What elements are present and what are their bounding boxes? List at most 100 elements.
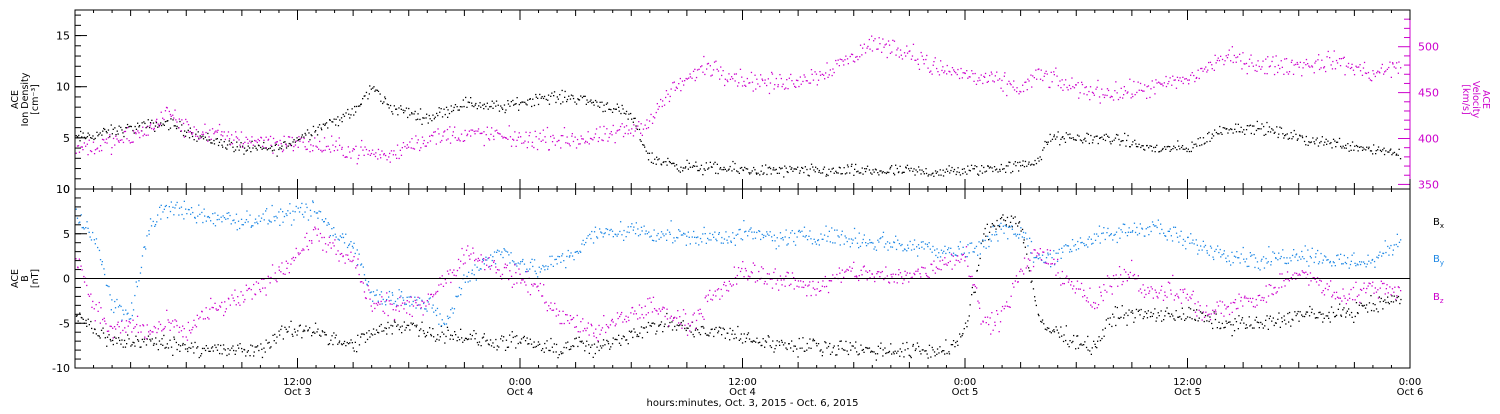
data-point xyxy=(582,138,584,140)
data-point xyxy=(128,320,130,323)
data-point xyxy=(1155,320,1157,322)
data-point xyxy=(487,108,489,110)
data-point xyxy=(664,323,666,325)
data-point xyxy=(873,40,875,42)
data-point xyxy=(1258,65,1260,68)
data-point xyxy=(1032,75,1034,77)
data-point xyxy=(195,222,198,224)
data-point xyxy=(211,346,214,348)
data-point xyxy=(1252,65,1254,67)
data-point xyxy=(87,293,89,296)
data-point xyxy=(1359,261,1361,263)
data-point xyxy=(204,215,206,217)
data-point xyxy=(1075,139,1077,141)
data-point xyxy=(296,334,298,336)
data-point xyxy=(891,246,894,248)
data-point xyxy=(1235,131,1238,133)
data-point xyxy=(707,62,710,65)
data-point xyxy=(250,289,252,291)
data-point xyxy=(312,200,314,202)
data-point xyxy=(197,135,199,138)
data-point xyxy=(337,250,339,252)
data-point xyxy=(858,353,860,355)
data-point xyxy=(162,328,164,331)
data-point xyxy=(985,170,988,172)
data-point xyxy=(1193,309,1195,311)
data-point xyxy=(1117,98,1120,101)
data-point xyxy=(395,309,397,311)
data-point xyxy=(788,237,790,239)
data-point xyxy=(320,335,322,337)
data-point xyxy=(1038,68,1040,70)
data-point xyxy=(338,137,340,139)
data-point xyxy=(517,262,519,264)
data-point xyxy=(626,339,628,341)
data-point xyxy=(1189,242,1191,244)
data-point xyxy=(1232,132,1234,134)
data-point xyxy=(324,123,326,125)
data-point xyxy=(1265,319,1267,321)
data-point xyxy=(652,296,655,298)
data-point xyxy=(492,107,494,109)
data-point xyxy=(857,58,859,61)
data-point xyxy=(1115,231,1118,233)
data-point xyxy=(456,269,459,272)
data-point xyxy=(190,342,193,344)
data-point xyxy=(1006,83,1008,85)
data-point xyxy=(545,265,547,267)
data-point xyxy=(1256,120,1258,123)
data-point xyxy=(1014,233,1017,235)
data-point xyxy=(1248,265,1250,267)
data-point xyxy=(463,339,466,341)
data-point xyxy=(682,170,684,172)
data-point xyxy=(127,312,129,314)
data-point xyxy=(443,333,445,335)
data-point xyxy=(1075,348,1077,350)
data-point xyxy=(750,172,752,174)
data-point xyxy=(80,146,82,148)
data-point xyxy=(1002,225,1004,227)
data-point xyxy=(739,68,742,70)
data-point xyxy=(1223,327,1225,329)
data-point xyxy=(343,242,346,244)
series-Bz xyxy=(75,226,1402,342)
data-point xyxy=(148,230,150,232)
data-point xyxy=(441,139,443,142)
data-point xyxy=(679,230,681,232)
data-point xyxy=(1279,126,1281,128)
data-point xyxy=(1266,315,1268,317)
data-point xyxy=(1062,89,1064,91)
data-point xyxy=(435,143,437,145)
data-point xyxy=(388,296,390,298)
data-point xyxy=(494,130,496,132)
data-point xyxy=(91,150,93,153)
data-point xyxy=(787,243,789,245)
data-point xyxy=(815,73,818,75)
data-point xyxy=(1147,310,1149,312)
data-point xyxy=(501,107,503,109)
data-point xyxy=(526,268,528,270)
data-point xyxy=(511,260,514,262)
data-point xyxy=(200,136,203,138)
data-point xyxy=(995,228,997,230)
data-point xyxy=(640,326,643,328)
data-point xyxy=(212,350,214,352)
data-point xyxy=(774,348,776,350)
data-point xyxy=(357,105,360,107)
data-point xyxy=(929,71,931,73)
data-point xyxy=(938,74,941,76)
data-point xyxy=(368,93,370,95)
data-point xyxy=(280,148,283,150)
data-point xyxy=(1398,241,1401,243)
data-point xyxy=(755,88,757,90)
data-point xyxy=(152,122,155,124)
data-point xyxy=(651,239,654,241)
data-point xyxy=(1356,66,1358,68)
data-point xyxy=(887,249,889,251)
data-point xyxy=(798,85,800,88)
data-point xyxy=(1347,62,1350,65)
data-point xyxy=(1376,256,1378,258)
data-point xyxy=(883,246,886,248)
data-point xyxy=(163,118,165,121)
data-point xyxy=(304,132,306,135)
